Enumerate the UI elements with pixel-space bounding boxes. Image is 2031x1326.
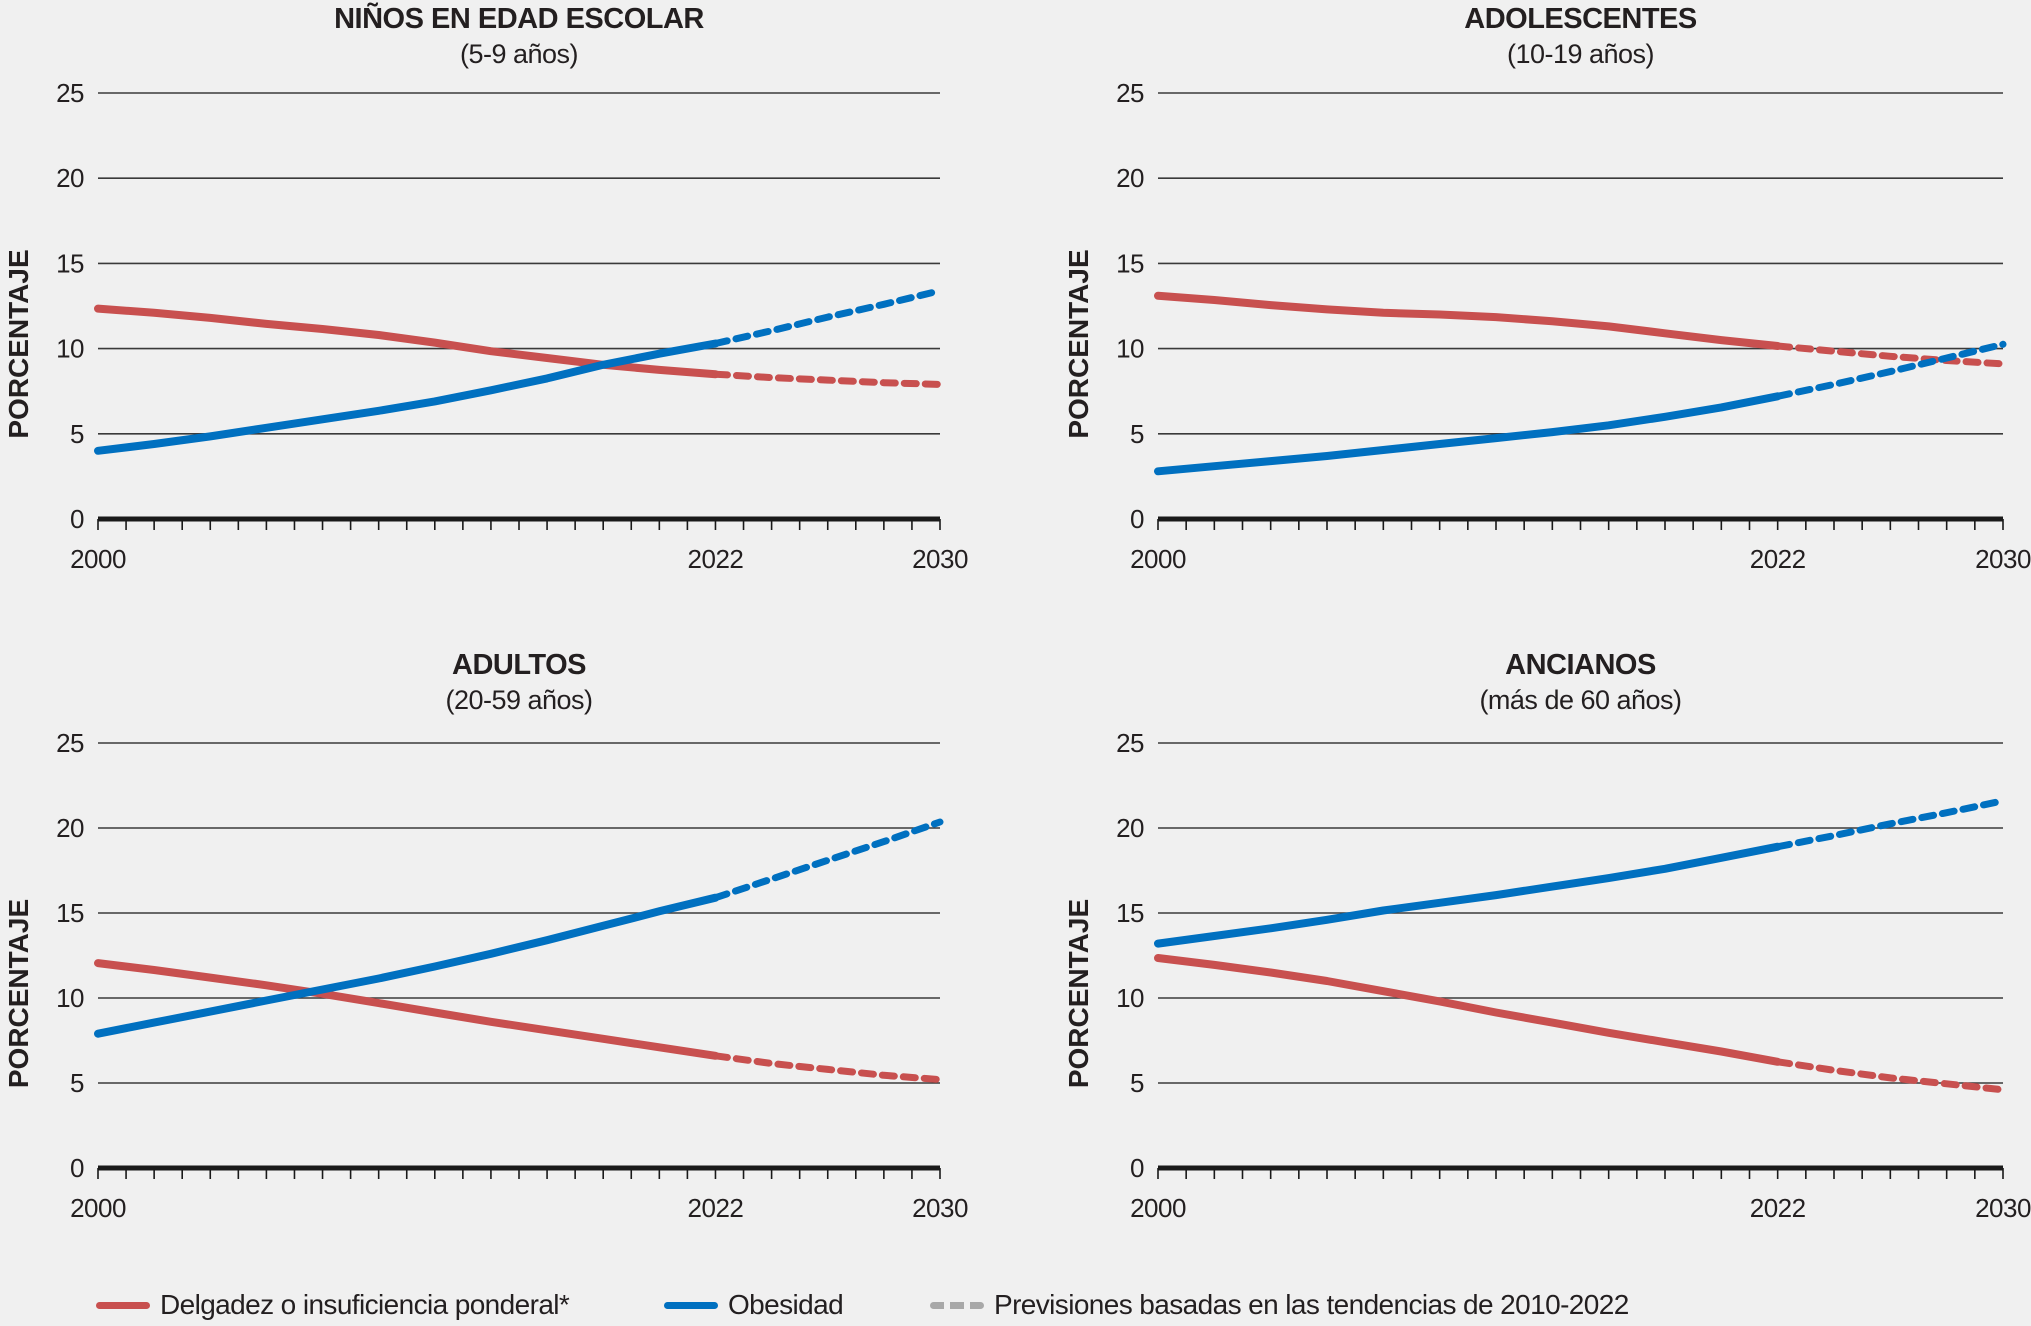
y-tick-label: 20 xyxy=(1116,163,1144,193)
y-tick-label: 0 xyxy=(1130,504,1144,534)
y-tick-label: 25 xyxy=(56,728,84,758)
chart-panel-4: ANCIANOS (más de 60 años) PORCENTAJE 0 5 10 15… xyxy=(1063,649,2031,1223)
legend-label-obesity: Obesidad xyxy=(728,1289,844,1320)
chart-title: NIÑOS EN EDAD ESCOLAR xyxy=(334,1,704,35)
y-tick-label: 0 xyxy=(1130,1153,1144,1183)
series-line-obesity xyxy=(1154,392,1782,476)
series-line-obesity xyxy=(94,339,720,455)
chart-subtitle: (5-9 años) xyxy=(460,39,578,69)
legend-label-projection: Previsiones basadas en las tendencias de… xyxy=(994,1289,1629,1320)
x-tick-label: 2000 xyxy=(70,544,126,574)
y-tick-label: 15 xyxy=(56,898,84,928)
y-tick-label: 20 xyxy=(56,813,84,843)
projection-line-thinness xyxy=(1774,1058,2007,1094)
y-tick-label: 10 xyxy=(56,334,84,364)
legend: Delgadez o insuficiencia ponderal* Obesi… xyxy=(0,1284,2031,1326)
y-tick-label: 10 xyxy=(1116,334,1144,364)
projection-line-thinness xyxy=(712,370,944,388)
legend-swatch-obesity xyxy=(664,1301,718,1309)
y-tick-label: 5 xyxy=(70,1068,84,1098)
x-tick-label: 2030 xyxy=(1975,544,2031,574)
legend-item-obesity: Obesidad xyxy=(664,1284,844,1326)
y-tick-label: 15 xyxy=(56,248,84,278)
y-tick-label: 25 xyxy=(1116,78,1144,108)
chart-panel-2: ADOLESCENTES (10-19 años) PORCENTAJE 0 5 10 15… xyxy=(1063,3,2031,574)
legend-item-projection: Previsiones basadas en las tendencias de… xyxy=(930,1284,1629,1326)
chart-subtitle: (más de 60 años) xyxy=(1479,685,1681,715)
chart-title: ADOLESCENTES xyxy=(1464,3,1697,35)
y-tick-label: 5 xyxy=(1130,419,1144,449)
series-line-thinness xyxy=(94,959,720,1060)
x-tick-label: 2022 xyxy=(1750,544,1806,574)
y-tick-label: 15 xyxy=(1116,898,1144,928)
x-tick-label: 2030 xyxy=(912,1193,968,1223)
x-tick-label: 2030 xyxy=(1975,1193,2031,1223)
series-line-thinness xyxy=(1154,291,1782,350)
y-tick-label: 0 xyxy=(70,1153,84,1183)
y-tick-label: 25 xyxy=(56,78,84,108)
legend-item-thinness: Delgadez o insuficiencia ponderal* xyxy=(96,1284,570,1326)
y-tick-label: 10 xyxy=(1116,983,1144,1013)
projection-line-thinness xyxy=(1774,342,2007,368)
chart-subtitle: (10-19 años) xyxy=(1507,39,1654,69)
projection-line-obesity xyxy=(712,287,944,347)
chart-panel-1: NIÑOS EN EDAD ESCOLAR (5-9 años) PORCENTAJ… xyxy=(3,1,968,574)
y-tick-label: 20 xyxy=(56,163,84,193)
x-tick-label: 2000 xyxy=(1130,1193,1186,1223)
y-axis-label: PORCENTAJE xyxy=(3,249,34,438)
y-tick-label: 15 xyxy=(1116,248,1144,278)
projection-line-obesity xyxy=(712,818,944,902)
x-tick-label: 2000 xyxy=(70,1193,126,1223)
y-axis-label: PORCENTAJE xyxy=(1063,899,1094,1088)
projection-line-thinness xyxy=(712,1052,944,1084)
series-line-obesity xyxy=(94,893,720,1038)
x-tick-label: 2000 xyxy=(1130,544,1186,574)
y-tick-label: 25 xyxy=(1116,728,1144,758)
chart-title: ANCIANOS xyxy=(1505,649,1656,681)
y-tick-label: 0 xyxy=(70,504,84,534)
y-tick-label: 10 xyxy=(56,983,84,1013)
y-tick-label: 5 xyxy=(1130,1068,1144,1098)
series-line-obesity xyxy=(1154,842,1782,948)
y-axis-label: PORCENTAJE xyxy=(3,899,34,1088)
series-line-thinness xyxy=(1154,954,1782,1066)
x-tick-label: 2022 xyxy=(1750,1193,1806,1223)
legend-label-thinness: Delgadez o insuficiencia ponderal* xyxy=(160,1289,570,1320)
y-tick-label: 5 xyxy=(70,419,84,449)
chart-title: ADULTOS xyxy=(452,649,586,681)
legend-swatch-projection xyxy=(930,1301,984,1309)
x-tick-label: 2022 xyxy=(688,1193,744,1223)
projection-line-obesity xyxy=(1774,797,2007,851)
y-tick-label: 20 xyxy=(1116,813,1144,843)
chart-subtitle: (20-59 años) xyxy=(445,685,592,715)
x-tick-label: 2022 xyxy=(688,544,744,574)
y-axis-label: PORCENTAJE xyxy=(1063,249,1094,438)
chart-panel-3: ADULTOS (20-59 años) PORCENTAJE 0 5 10 15 20 25 2… xyxy=(3,649,968,1223)
x-tick-label: 2030 xyxy=(912,544,968,574)
projection-line-obesity xyxy=(1774,340,2007,400)
legend-swatch-thinness xyxy=(96,1301,150,1309)
